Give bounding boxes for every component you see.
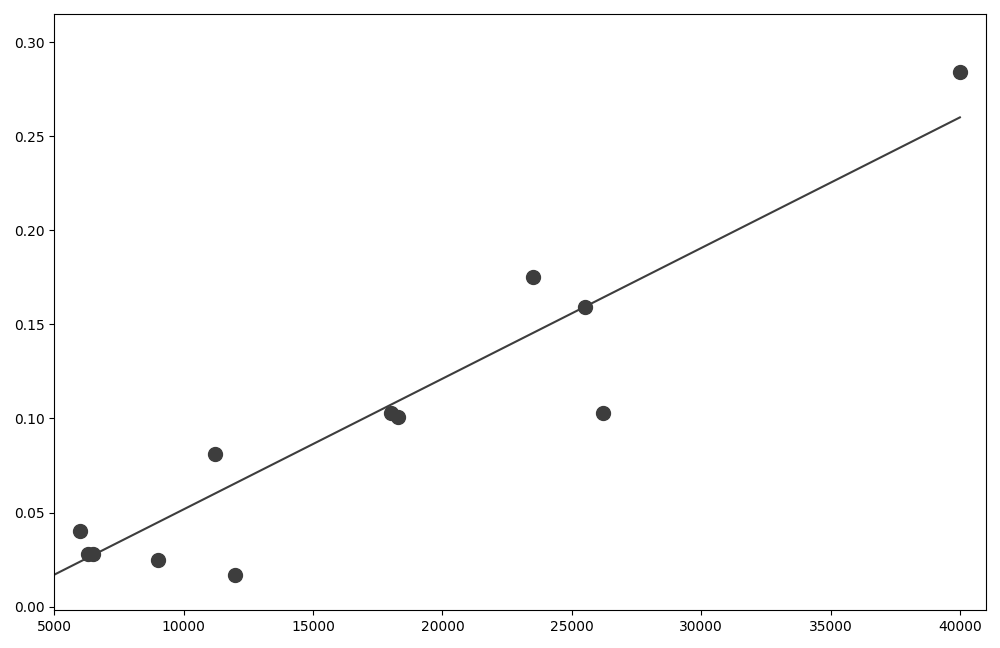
Point bbox=[150, 555, 166, 565]
Point bbox=[525, 272, 541, 283]
Point bbox=[595, 408, 611, 418]
Point bbox=[207, 449, 223, 459]
Point bbox=[80, 549, 96, 559]
Point bbox=[72, 526, 88, 537]
Point bbox=[952, 67, 968, 77]
Point bbox=[85, 549, 101, 559]
Point bbox=[390, 411, 406, 422]
Point bbox=[577, 302, 593, 312]
Point bbox=[227, 570, 243, 580]
Point bbox=[383, 408, 399, 418]
